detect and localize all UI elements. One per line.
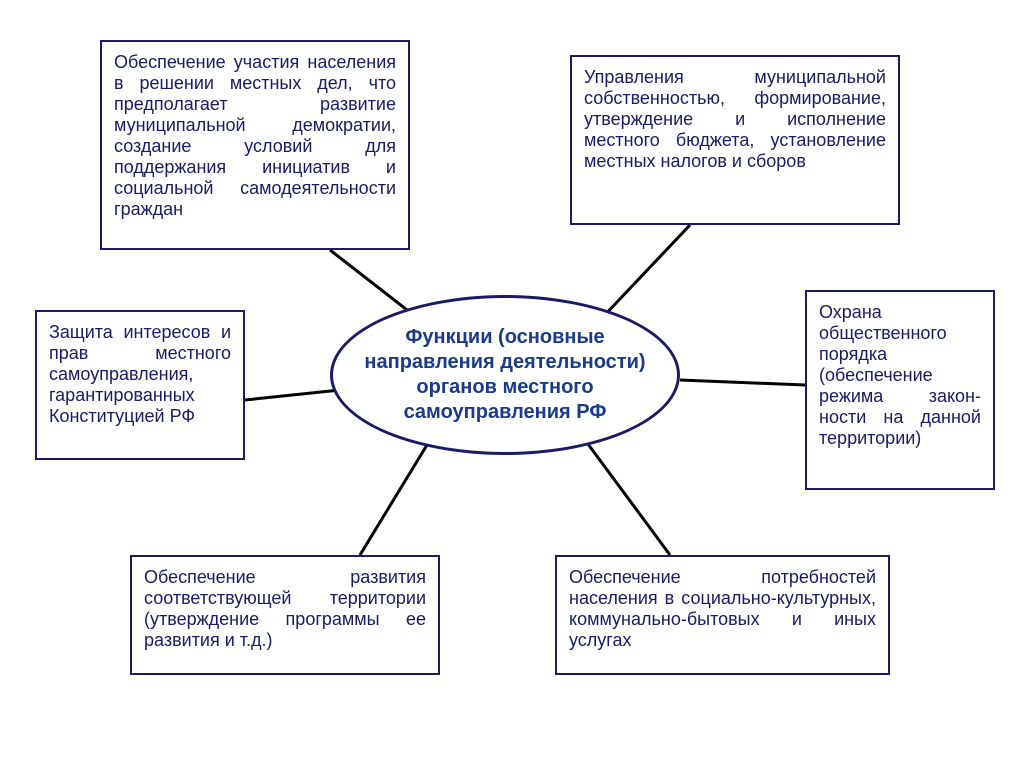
center-label: Функции (основные направления деятельнос… (343, 325, 667, 425)
node-n2: Управления муниципальной собственностью,… (570, 55, 900, 225)
node-n1: Обеспечение участия населения в решении … (100, 40, 410, 250)
node-n4: Охрана общественного порядка (обеспечени… (805, 290, 995, 490)
node-n5: Обеспечение развития соответствующей тер… (130, 555, 440, 675)
node-label: Обеспечение участия населения в решении … (114, 52, 396, 220)
node-n3: Защита интересов и прав местного самоупр… (35, 310, 245, 460)
center-node: Функции (основные направления деятельнос… (330, 295, 680, 455)
node-label: Обеспечение потребностей населения в соц… (569, 567, 876, 651)
node-label: Охрана общественного порядка (обеспечени… (819, 302, 981, 449)
node-label: Управления муниципальной собственностью,… (584, 67, 886, 172)
node-n6: Обеспечение потребностей населения в соц… (555, 555, 890, 675)
node-label: Обеспечение развития соответствующей тер… (144, 567, 426, 651)
node-label: Защита интересов и прав местного самоупр… (49, 322, 231, 427)
